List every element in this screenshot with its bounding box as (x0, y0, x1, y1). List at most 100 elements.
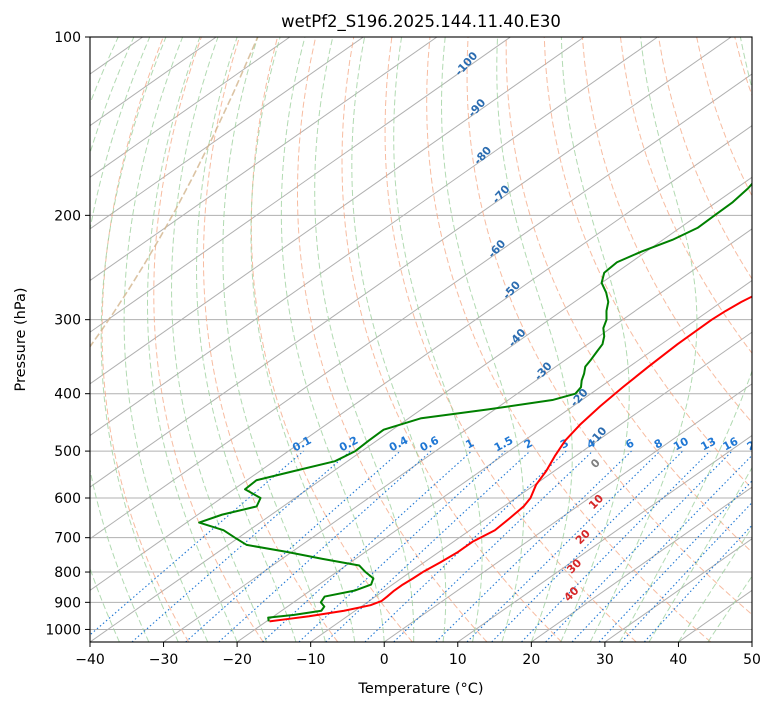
isotherm-line (604, 538, 752, 642)
isotherm-line (678, 589, 752, 642)
y-tick-label: 200 (54, 208, 81, 224)
dry-adiabat-line (101, 37, 190, 642)
dry-adiabat-line (466, 37, 752, 616)
isotherm-label: -100 (452, 49, 480, 78)
isotherm-line (90, 37, 585, 385)
dry-adiabat-line (543, 37, 752, 490)
mixing-ratio-line (262, 450, 472, 642)
mixing-ratio-label: 20 (745, 435, 765, 454)
x-tick-label: −30 (149, 652, 179, 668)
moist-adiabat-line (351, 37, 447, 642)
isotherm-line (90, 37, 438, 282)
x-tick-label: −20 (222, 652, 252, 668)
isotherm-line (90, 73, 752, 540)
isotherm-line (531, 486, 752, 642)
mixing-ratio-label: 10 (671, 435, 691, 454)
mixing-ratio-label: 6 (623, 436, 636, 451)
lcl-curve-line (90, 37, 259, 348)
dry-adiabat-line (581, 37, 752, 424)
y-tick-label: 500 (54, 444, 81, 460)
isotherm-line (236, 279, 752, 642)
x-axis-ticks: −40 −30 −20 −10 0 10 20 30 40 50 (75, 642, 761, 668)
isotherm-label: -70 (490, 182, 513, 206)
isotherm-line (90, 125, 752, 591)
x-tick-label: −40 (75, 652, 105, 668)
mixing-ratio-line (298, 450, 506, 642)
y-tick-label: 600 (54, 491, 81, 507)
dry-adiabat-line (696, 37, 752, 197)
y-tick-label: 900 (54, 595, 81, 611)
mixing-ratio-label: 2 (522, 436, 535, 451)
x-axis-title: Temperature (°C) (357, 681, 483, 697)
mixing-ratio-label: 13 (699, 435, 719, 454)
isotherm-line (0, 37, 69, 642)
chart-title: wetPf2_S196.2025.144.11.40.E30 (281, 12, 561, 32)
dry-adiabat-lines (101, 37, 752, 642)
isotherm-label: -80 (471, 144, 494, 168)
mixing-ratio-label: 16 (721, 435, 741, 454)
moist-adiabat-line (648, 466, 752, 642)
x-tick-label: 50 (743, 652, 761, 668)
moist-adiabat-line (196, 37, 297, 642)
moist-adiabat-line (222, 37, 326, 642)
moist-adiabat-line (90, 37, 119, 642)
x-tick-label: 30 (596, 652, 614, 668)
moist-adiabat-line (171, 37, 268, 642)
profile-series (198, 182, 752, 623)
moist-adiabat-line (441, 37, 525, 642)
mixing-ratio-line (393, 450, 594, 642)
mixing-ratio-label: 1 (464, 436, 477, 451)
moist-adiabat-lines (90, 37, 752, 642)
dry-adiabat-label: 10 (586, 492, 606, 512)
isotherm-line (163, 228, 752, 642)
x-tick-label: 10 (449, 652, 467, 668)
moist-adiabat-line (707, 575, 752, 642)
isotherm-line (90, 37, 511, 333)
isotherm-line (751, 641, 752, 642)
moist-adiabat-line (619, 37, 752, 642)
plot-frame (89, 36, 753, 643)
mixing-ratio-line (364, 450, 567, 642)
moist-adiabat-line (90, 37, 151, 642)
mixing-ratio-line (435, 450, 632, 642)
moist-adiabat-line (314, 37, 415, 642)
x-tick-label: 0 (380, 652, 389, 668)
lcl-curve (90, 37, 259, 348)
moist-adiabat-line (147, 37, 238, 642)
moist-adiabat-line (560, 37, 630, 642)
dry-adiabat-label: 0 (588, 456, 603, 471)
y-tick-label: 100 (54, 30, 81, 46)
y-tick-label: 700 (54, 531, 81, 547)
mixing-ratio-line (598, 480, 752, 642)
y-axis-ticks: 100 200 300 400 500 600 700 800 900 1000 (45, 30, 90, 638)
y-axis-title: Pressure (hPa) (13, 287, 29, 391)
y-tick-label: 400 (54, 387, 81, 403)
dry-adiabat-line (153, 37, 264, 642)
isotherm-label: -40 (506, 326, 529, 350)
isotherm-line (90, 37, 364, 230)
dry-adiabat-line (505, 37, 752, 553)
isotherm-line (383, 383, 752, 642)
dry-adiabat-line (384, 37, 637, 642)
mixing-ratio-line (545, 450, 733, 642)
isotherm-line (310, 331, 752, 642)
mixing-ratio-label: 25 (769, 435, 775, 454)
dry-adiabat-line (202, 37, 339, 642)
moist-adiabat-line (90, 37, 135, 642)
dry-adiabat-label: 20 (573, 527, 593, 547)
pressure-gridlines (90, 37, 752, 630)
moist-adiabat-line (393, 37, 483, 642)
mixing-ratio-label: 8 (652, 436, 665, 451)
mixing-ratio-line (218, 450, 432, 642)
moist-adiabat-line (589, 37, 698, 642)
x-tick-label: −10 (296, 652, 326, 668)
isotherm-label: -60 (485, 237, 508, 261)
temperature-profile-line (269, 295, 752, 623)
moist-adiabat-line (496, 37, 573, 642)
moist-adiabat-line (678, 526, 752, 642)
mixing-ratio-line (466, 450, 661, 642)
dry-adiabat-label: 40 (561, 584, 581, 604)
isotherm-line (90, 37, 732, 488)
